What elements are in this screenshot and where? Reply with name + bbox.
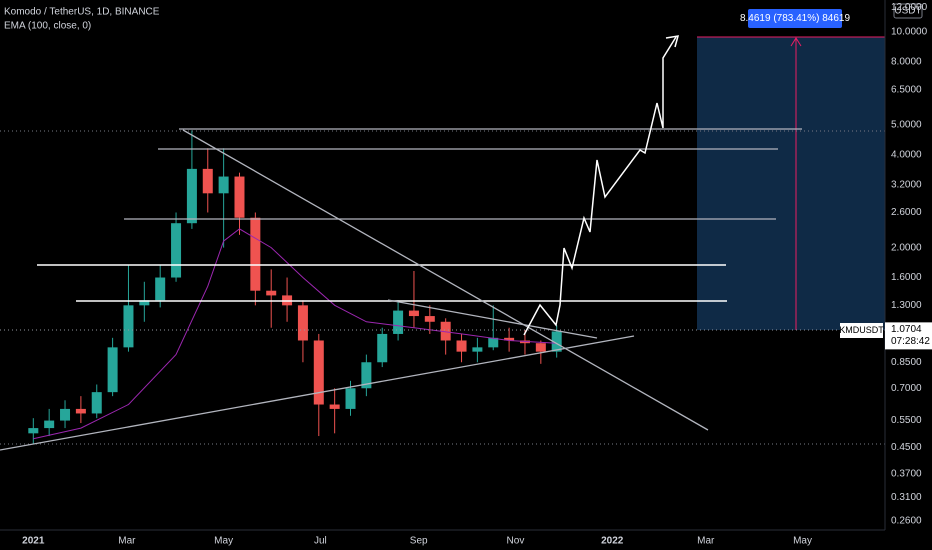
chart-title: Komodo / TetherUS, 1D, BINANCE [4,7,160,18]
y-tick-label: 4.0000 [891,149,922,160]
y-tick-label: 1.3000 [891,300,922,311]
drawings [0,35,885,451]
y-tick-label: 10.0000 [891,27,928,38]
candle-body [60,408,71,421]
candle-body [345,388,356,409]
y-tick-label: 2.0000 [891,242,922,253]
y-tick-label: 0.5500 [891,415,922,426]
candle-body [504,337,515,341]
candle-body [535,343,546,352]
projection-arrow [665,35,680,48]
x-tick-label: Nov [507,536,525,547]
candle-body [28,428,39,434]
price-axis [885,0,932,550]
y-tick-label: 1.6000 [891,272,922,283]
x-tick-label: 2022 [601,536,624,547]
candle-body [234,176,245,218]
projection-path [523,36,677,336]
candle-body [329,404,340,409]
candle-body [44,420,55,429]
currency-box[interactable] [893,3,923,19]
x-tick-label: Jul [314,536,327,547]
candle-body [297,305,308,341]
ema-line [33,228,557,440]
candle-body [266,290,277,296]
y-tick-label: 2.6000 [891,207,922,218]
y-tick-label: 0.3700 [891,468,922,479]
candle-body [377,333,388,363]
x-tick-label: Mar [697,536,715,547]
candle-body [488,337,499,348]
y-tick-label: 0.4500 [891,442,922,453]
countdown-label: 07:28:42 [891,336,930,347]
candle-body [472,347,483,352]
candle-body [186,168,197,224]
y-tick-label: 0.3100 [891,492,922,503]
candle-body [139,300,150,306]
candle-body [218,176,229,194]
long-position-box [697,37,885,330]
y-tick-label: 12.0000 [891,2,928,13]
last-price-label: 1.0704 [891,324,922,335]
candle-body [202,168,213,194]
y-tick-label: 5.0000 [891,120,922,131]
candle-body [107,347,118,393]
candle-body [408,310,419,317]
y-tick-label: 0.8500 [891,357,922,368]
x-tick-label: Mar [118,536,136,547]
currency-label[interactable]: USDT [894,6,921,17]
candle-body [250,217,261,291]
candle-body [313,340,324,405]
arrow-head [790,37,802,47]
trend-line [0,335,635,451]
y-tick-label: 0.2600 [891,516,922,527]
y-tick-label: 0.7000 [891,383,922,394]
target-label: 8.4619 (783.41%) 84619 [740,13,851,24]
y-tick-label: 6.5000 [891,84,922,95]
x-tick-label: May [793,536,812,547]
x-tick-label: 2021 [22,536,45,547]
y-tick-label: 3.2000 [891,179,922,190]
symbol-label: KMDUSDT [839,325,884,335]
candle-body [123,305,134,348]
candle-body [75,408,86,414]
trend-line [182,129,709,431]
indicator-label: EMA (100, close, 0) [4,21,91,32]
candle-body [171,223,182,278]
trend-line [387,299,598,339]
candle-body [551,331,562,352]
x-tick-label: May [214,536,233,547]
target-label-box [748,9,842,28]
candle-body [361,362,372,389]
y-tick-label: 8.0000 [891,57,922,68]
candle-body [91,392,102,414]
last-price-box [885,322,932,350]
symbol-box [840,323,883,338]
x-tick-label: Sep [410,536,428,547]
candle-body [155,277,166,301]
candle-body [456,340,467,352]
candle-body [440,321,451,341]
candle-body [393,310,404,334]
candle-body [424,316,435,322]
